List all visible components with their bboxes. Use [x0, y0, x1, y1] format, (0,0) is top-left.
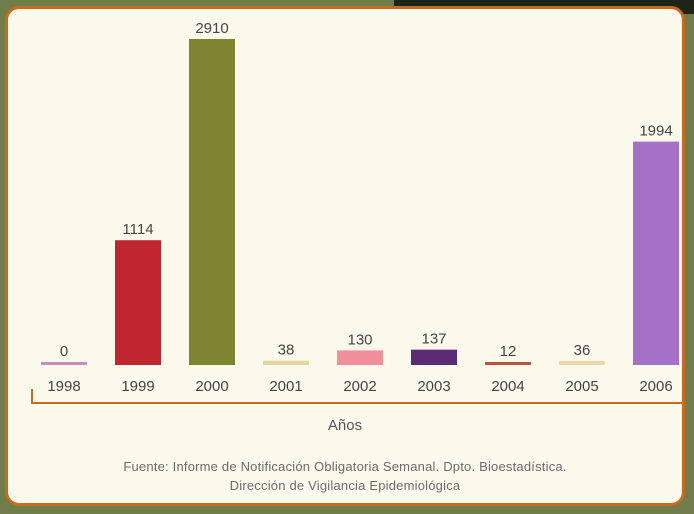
value-label-2002: 130: [347, 331, 372, 348]
value-label-1998: 0: [60, 343, 68, 360]
bar-chart: 0 1114 2910 38 130 137 12 36 1994 1998 1999 2000 20…: [31, 20, 682, 404]
source-line-2: Dirección de Vigilancia Epidemiológica: [229, 478, 461, 493]
category-labels-group: 1998 1999 2000 2001 2002 2003 2004 2005 2006: [47, 378, 672, 395]
value-label-2005: 36: [574, 342, 591, 359]
value-label-2003: 137: [421, 331, 446, 348]
value-label-2001: 38: [278, 342, 295, 359]
x-axis-label: Años: [327, 417, 363, 434]
bars-group: [41, 39, 679, 365]
value-label-1999: 1114: [122, 221, 153, 238]
category-label-1998: 1998: [47, 378, 80, 395]
bar-2006: [633, 141, 679, 365]
category-label-2004: 2004: [491, 378, 524, 395]
value-label-2000: 2910: [195, 20, 228, 37]
bar-2005: [559, 360, 605, 365]
bar-2002: [337, 350, 383, 365]
bar-2001: [263, 360, 309, 365]
category-label-1999: 1999: [121, 378, 154, 395]
category-label-2006: 2006: [639, 378, 672, 395]
category-label-2002: 2002: [343, 378, 376, 395]
category-label-2005: 2005: [565, 378, 598, 395]
chart-panel: 0 1114 2910 38 130 137 12 36 1994 1998 1999 2000 20…: [5, 6, 685, 506]
bar-1999: [115, 240, 161, 365]
bar-2000: [189, 39, 235, 365]
category-label-2003: 2003: [417, 378, 450, 395]
value-label-2004: 12: [500, 343, 517, 360]
bar-2003: [411, 349, 457, 365]
value-labels-group: 0 1114 2910 38 130 137 12 36 1994: [60, 20, 673, 360]
value-label-2006: 1994: [639, 123, 672, 140]
bar-2004: [485, 362, 531, 365]
category-label-2001: 2001: [269, 378, 302, 395]
category-label-2000: 2000: [195, 378, 228, 395]
bar-1998: [41, 362, 87, 365]
source-line-1: Fuente: Informe de Notificación Obligato…: [123, 459, 567, 474]
x-axis-bracket: [31, 389, 682, 404]
source-note: Fuente: Informe de Notificación Obligato…: [8, 457, 682, 495]
